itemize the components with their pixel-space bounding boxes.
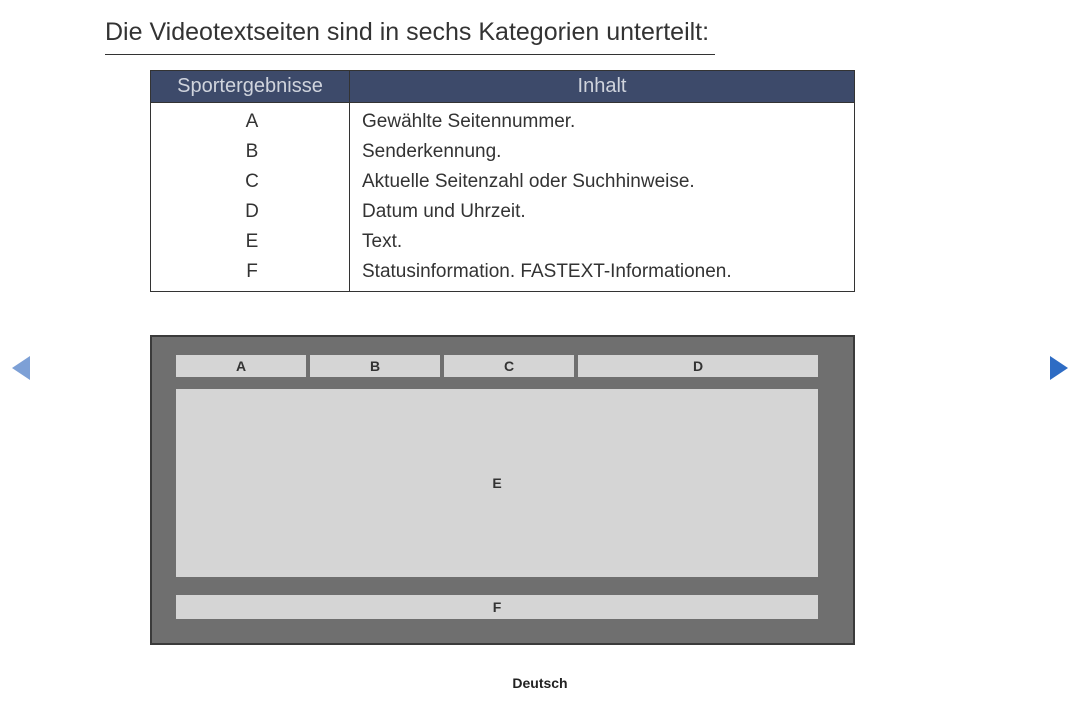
table-cell-key: C [151,167,350,197]
layout-diagram: A B C D E F [150,335,855,645]
prev-page-arrow-icon[interactable] [12,356,30,380]
table-row: C Aktuelle Seitenzahl oder Suchhinweise. [151,167,855,197]
categories-table: Sportergebnisse Inhalt A Gewählte Seiten… [150,70,855,292]
diagram-cell-d: D [578,355,818,377]
next-page-arrow-icon[interactable] [1050,356,1068,380]
diagram-cell-b: B [310,355,440,377]
diagram-cell-f: F [176,595,818,619]
table-row: E Text. [151,227,855,257]
heading-underline [105,54,715,55]
page-heading: Die Videotextseiten sind in sechs Katego… [105,18,709,47]
diagram-cell-a: A [176,355,306,377]
table-header-col1: Sportergebnisse [151,71,350,103]
table-cell-desc: Statusinformation. FASTEXT-Informationen… [350,257,855,292]
diagram-cell-e: E [176,389,818,577]
footer-language-label: Deutsch [0,675,1080,691]
table-row: F Statusinformation. FASTEXT-Information… [151,257,855,292]
table-cell-desc: Senderkennung. [350,137,855,167]
table-header-col2: Inhalt [350,71,855,103]
table-cell-desc: Aktuelle Seitenzahl oder Suchhinweise. [350,167,855,197]
table-cell-key: A [151,103,350,138]
table-cell-key: B [151,137,350,167]
table-row: A Gewählte Seitennummer. [151,103,855,138]
table-row: D Datum und Uhrzeit. [151,197,855,227]
table-cell-desc: Datum und Uhrzeit. [350,197,855,227]
table-cell-key: D [151,197,350,227]
table-cell-desc: Text. [350,227,855,257]
table-row: B Senderkennung. [151,137,855,167]
table-cell-desc: Gewählte Seitennummer. [350,103,855,138]
table-cell-key: F [151,257,350,292]
table-cell-key: E [151,227,350,257]
diagram-cell-c: C [444,355,574,377]
